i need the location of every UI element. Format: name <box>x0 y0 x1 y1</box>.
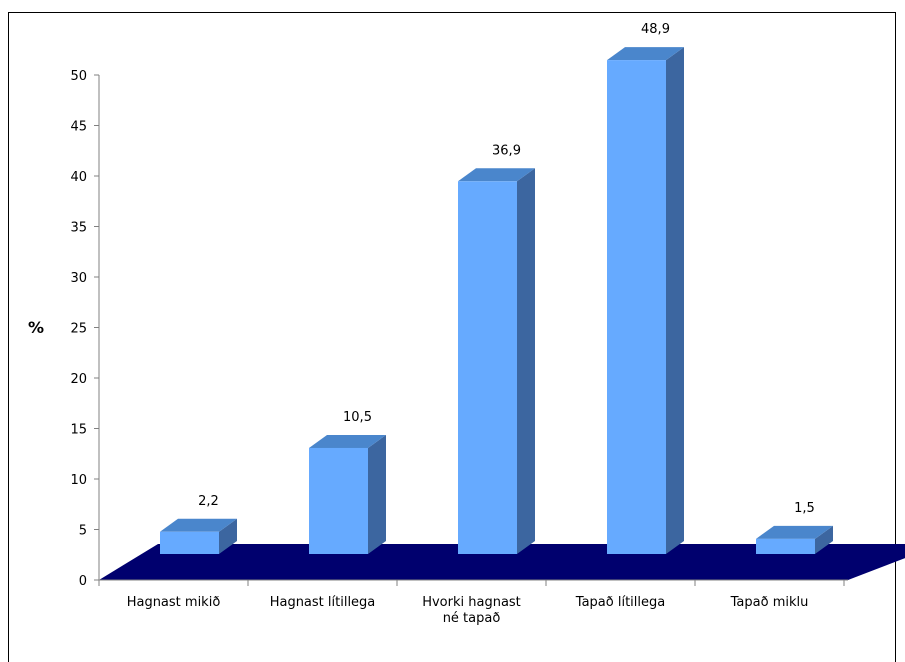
data-label: 2,2 <box>198 494 219 509</box>
bar-side <box>219 518 237 554</box>
data-label: 10,5 <box>343 410 372 425</box>
y-tick-label: 30 <box>70 271 87 286</box>
bar-top <box>309 434 386 448</box>
bar <box>458 168 535 554</box>
bar-side <box>666 47 684 555</box>
data-label: 48,9 <box>641 22 670 37</box>
y-tick-label: 0 <box>79 574 87 589</box>
bar-top <box>756 525 833 539</box>
y-tick-label: 20 <box>70 372 87 387</box>
bar-front <box>756 538 815 554</box>
bar-front <box>607 60 666 555</box>
category-label: Hagnast mikið <box>127 595 221 610</box>
y-tick-label: 40 <box>70 170 87 185</box>
bar-front <box>309 447 368 554</box>
bar-front <box>458 181 517 554</box>
bar-side <box>368 434 386 554</box>
category-label: Hvorki hagnast né tapað <box>422 595 521 626</box>
bar-top <box>160 518 237 532</box>
bar <box>309 434 386 554</box>
category-label: Hagnast lítillega <box>270 595 376 610</box>
y-tick-label: 10 <box>70 473 87 488</box>
bar <box>607 47 684 555</box>
bar-top <box>607 47 684 61</box>
category-label: Tapað lítillega <box>575 595 665 610</box>
bar-side <box>815 525 833 554</box>
chart-floor <box>99 544 905 580</box>
data-label: 1,5 <box>794 501 815 516</box>
y-tick-label: 35 <box>70 221 87 236</box>
bar <box>756 525 833 554</box>
y-tick-label: 25 <box>70 322 87 337</box>
y-tick-label: 5 <box>79 524 87 539</box>
bar-side <box>517 168 535 554</box>
data-label: 36,9 <box>492 143 521 158</box>
bar-front <box>160 531 219 554</box>
y-tick-label: 45 <box>70 120 87 135</box>
bar-top <box>458 168 535 182</box>
category-label: Tapað miklu <box>730 595 809 610</box>
y-tick-label: 15 <box>70 423 87 438</box>
chart-frame <box>8 12 896 662</box>
bar <box>160 518 237 554</box>
y-tick-label: 50 <box>70 69 87 84</box>
y-axis-label: % <box>28 318 44 337</box>
